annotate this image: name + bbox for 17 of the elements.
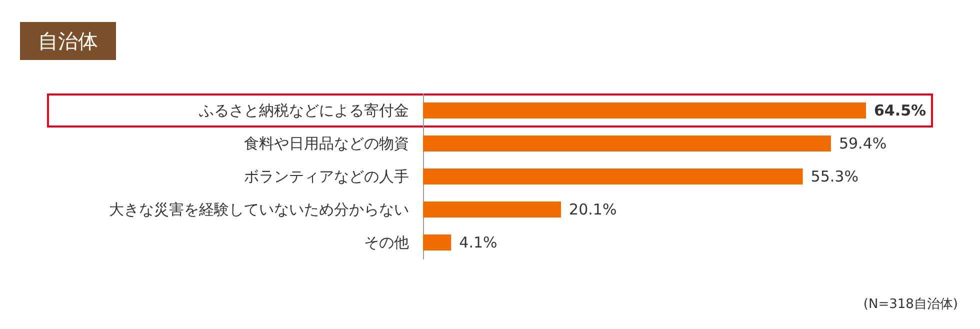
data-label: 4.1%: [459, 234, 498, 252]
y-tick-label: その他: [364, 234, 409, 252]
data-label: 55.3%: [810, 168, 858, 186]
y-tick-label: 大きな災害を経験していないため分からない: [109, 200, 409, 218]
bar: [423, 202, 562, 218]
y-tick-label: 食料や日用品などの物資: [244, 134, 409, 152]
y-tick-label: ボランティアなどの人手: [244, 168, 409, 186]
text: 自治体: [38, 29, 98, 53]
data-label: 59.4%: [838, 134, 887, 152]
bar: [423, 168, 803, 184]
bar: [423, 136, 831, 152]
text: (N=318自治体): [863, 297, 958, 312]
data-label: 20.1%: [569, 200, 617, 218]
data-label: 64.5%: [874, 102, 926, 120]
y-tick-label: ふるさと納税などによる寄付金: [198, 102, 409, 120]
bar: [423, 234, 452, 250]
bar: [423, 102, 866, 118]
